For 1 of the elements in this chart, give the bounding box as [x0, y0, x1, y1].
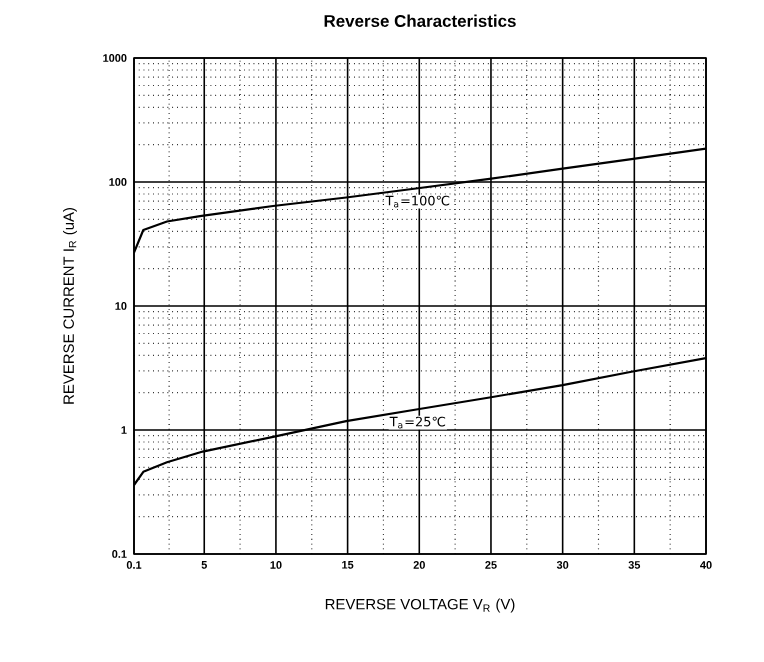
chart-title: Reverse Characteristics — [324, 14, 516, 27]
